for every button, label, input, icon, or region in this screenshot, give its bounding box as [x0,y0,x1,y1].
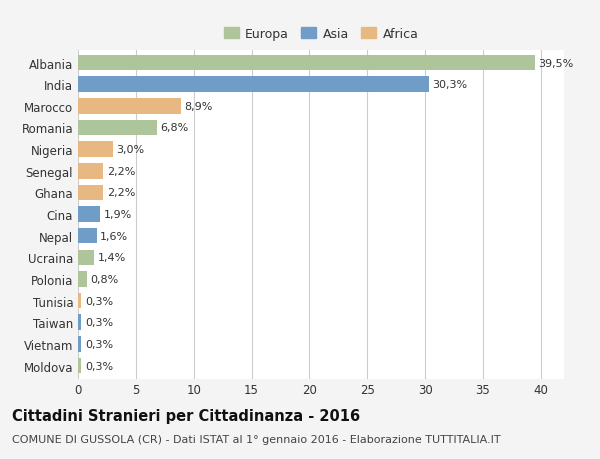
Text: 0,3%: 0,3% [85,361,113,371]
Bar [78,207,100,222]
Bar [78,77,428,93]
Text: 1,6%: 1,6% [100,231,128,241]
Text: 0,3%: 0,3% [85,318,113,328]
Text: 6,8%: 6,8% [160,123,188,133]
Bar [78,250,94,266]
Bar [78,272,87,287]
Text: Cittadini Stranieri per Cittadinanza - 2016: Cittadini Stranieri per Cittadinanza - 2… [12,409,360,424]
Text: 0,3%: 0,3% [85,296,113,306]
Legend: Europa, Asia, Africa: Europa, Asia, Africa [220,24,422,45]
Bar [78,120,157,136]
Text: COMUNE DI GUSSOLA (CR) - Dati ISTAT al 1° gennaio 2016 - Elaborazione TUTTITALIA: COMUNE DI GUSSOLA (CR) - Dati ISTAT al 1… [12,434,500,444]
Bar [78,229,97,244]
Text: 30,3%: 30,3% [432,80,467,90]
Text: 2,2%: 2,2% [107,167,136,176]
Text: 0,8%: 0,8% [91,274,119,284]
Text: 1,9%: 1,9% [103,210,132,219]
Bar [78,293,82,309]
Text: 8,9%: 8,9% [184,101,213,112]
Text: 2,2%: 2,2% [107,188,136,198]
Bar [78,163,103,179]
Bar [78,336,82,352]
Bar [78,358,82,374]
Text: 39,5%: 39,5% [539,58,574,68]
Text: 3,0%: 3,0% [116,145,145,155]
Bar [78,185,103,201]
Text: 1,4%: 1,4% [98,253,126,263]
Bar [78,99,181,114]
Bar [78,56,535,71]
Bar [78,315,82,330]
Bar [78,142,113,157]
Text: 0,3%: 0,3% [85,339,113,349]
